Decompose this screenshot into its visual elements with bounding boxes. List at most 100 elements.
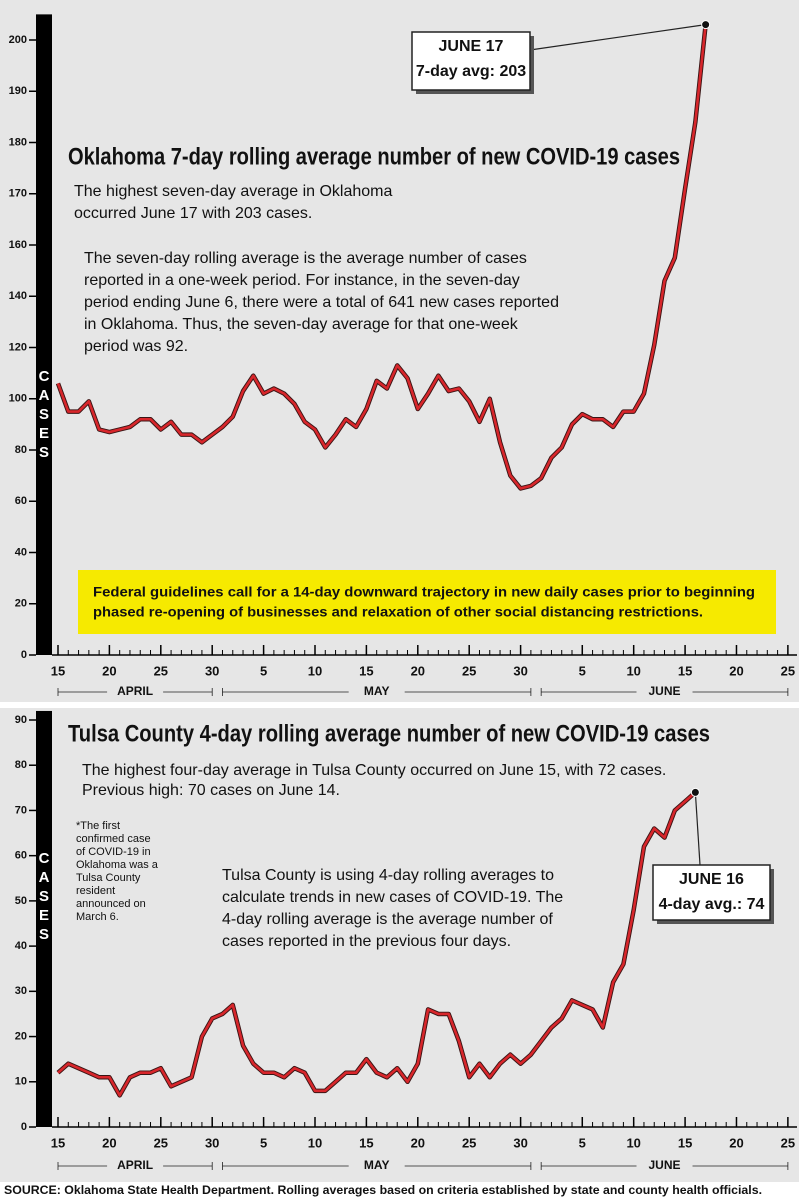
annotation-box [652, 864, 771, 921]
y-tick-label: 70 [15, 804, 27, 816]
annotation-connector [694, 792, 701, 866]
month-label-bg [107, 1158, 164, 1174]
y-tick-label: 180 [9, 136, 27, 148]
month-label-bg [636, 1158, 693, 1174]
y-tick-label: 0 [21, 649, 27, 661]
month-label-bg [348, 1158, 405, 1174]
x-tick-label: 20 [729, 1135, 743, 1150]
axis-bar [36, 14, 52, 655]
x-tick-label: 30 [205, 663, 219, 678]
callout-box [78, 570, 776, 634]
y-tick-label: 160 [9, 239, 27, 251]
footnote: *The first [76, 820, 120, 832]
y-tick-label: 40 [15, 546, 27, 558]
footnote: Tulsa County [76, 872, 141, 884]
month-label: MAY [364, 684, 390, 698]
footnote: Oklahoma was a [76, 859, 159, 871]
annotation-connector [529, 24, 706, 51]
description: calculate trends in new cases of COVID-1… [222, 889, 563, 906]
panel-background [0, 708, 799, 1182]
y-tick-label: 50 [15, 895, 27, 907]
footnote: March 6. [76, 911, 119, 923]
y-tick-label: 20 [15, 598, 27, 610]
month-label-bg [107, 684, 164, 700]
x-tick-label: 15 [359, 663, 373, 678]
description: in Oklahoma. Thus, the seven-day average… [84, 316, 519, 333]
chart-title: Tulsa County 4-day rolling average numbe… [68, 720, 710, 747]
y-tick-label: 10 [15, 1076, 27, 1088]
x-tick-label: 25 [154, 1135, 168, 1150]
x-tick-label: 25 [781, 663, 795, 678]
y-tick-label: 60 [15, 850, 27, 862]
subtitle: The highest four-day average in Tulsa Co… [82, 762, 666, 779]
x-tick-label: 20 [411, 663, 425, 678]
x-tick-label: 5 [260, 1135, 267, 1150]
x-tick-label: 10 [308, 1135, 322, 1150]
x-tick-label: 5 [579, 1135, 586, 1150]
description: 4-day rolling average is the average num… [222, 911, 553, 928]
description: reported in a one-week period. For insta… [84, 272, 520, 289]
annotation-text: 4-day avg.: 74 [659, 896, 765, 913]
description: The seven-day rolling average is the ave… [84, 250, 527, 267]
annotation-text: JUNE 17 [439, 38, 504, 55]
line [56, 24, 707, 490]
y-tick-label: 120 [9, 341, 27, 353]
annotation-point [701, 20, 711, 30]
month-label: JUNE [649, 684, 681, 698]
y-tick-label: 190 [9, 85, 27, 97]
x-tick-label: 15 [51, 1135, 65, 1150]
description: period was 92. [84, 338, 188, 355]
y-tick-label: 40 [15, 940, 27, 952]
y-axis-label: CASES [36, 368, 53, 463]
x-tick-label: 10 [308, 663, 322, 678]
x-tick-label: 20 [102, 663, 116, 678]
y-tick-label: 200 [9, 34, 27, 46]
y-tick-label: 0 [21, 1121, 27, 1133]
y-tick-label: 90 [15, 714, 27, 726]
x-tick-label: 25 [462, 663, 476, 678]
y-axis-label: CASES [36, 850, 53, 945]
subtitle: occurred June 17 with 203 cases. [74, 205, 312, 222]
y-tick-label: 30 [15, 985, 27, 997]
annotation-point [690, 787, 700, 797]
line [57, 791, 697, 1097]
annotation-text: JUNE 16 [679, 871, 744, 888]
x-tick-label: 10 [626, 663, 640, 678]
y-tick-label: 80 [15, 444, 27, 456]
subtitle: The highest seven-day average in Oklahom… [74, 183, 393, 200]
description: period ending June 6, there were a total… [84, 294, 559, 311]
source: SOURCE: Oklahoma State Health Department… [4, 1185, 762, 1197]
x-tick-label: 30 [513, 1135, 527, 1150]
month-label: MAY [364, 1158, 390, 1172]
footnote: resident [76, 885, 115, 897]
x-tick-label: 20 [411, 1135, 425, 1150]
y-tick-label: 20 [15, 1030, 27, 1042]
x-tick-label: 25 [781, 1135, 795, 1150]
callout-text: Federal guidelines call for a 14-day dow… [93, 584, 755, 600]
x-tick-label: 30 [205, 1135, 219, 1150]
subtitle: Previous high: 70 cases on June 14. [82, 782, 340, 799]
x-tick-label: 15 [359, 1135, 373, 1150]
month-label: APRIL [117, 1158, 153, 1172]
x-tick-label: 15 [678, 663, 692, 678]
footnote: announced on [76, 898, 146, 910]
y-tick-label: 100 [9, 393, 27, 405]
month-label: JUNE [649, 1158, 681, 1172]
annotation-text: 7-day avg: 203 [416, 63, 526, 80]
description: Tulsa County is using 4-day rolling aver… [222, 867, 554, 884]
x-tick-label: 5 [260, 663, 267, 678]
axis-bar [36, 710, 52, 1127]
chart-title: Oklahoma 7-day rolling average number of… [68, 143, 680, 170]
x-tick-label: 15 [51, 663, 65, 678]
x-tick-label: 20 [102, 1135, 116, 1150]
x-tick-label: 20 [729, 663, 743, 678]
x-tick-label: 30 [513, 663, 527, 678]
y-tick-label: 80 [15, 759, 27, 771]
month-label-bg [348, 684, 405, 700]
callout-text: phased re-opening of businesses and rela… [93, 604, 703, 620]
description: cases reported in the previous four days… [222, 933, 511, 950]
footnote: of COVID-19 in [76, 846, 151, 858]
x-tick-label: 25 [154, 663, 168, 678]
x-tick-label: 25 [462, 1135, 476, 1150]
